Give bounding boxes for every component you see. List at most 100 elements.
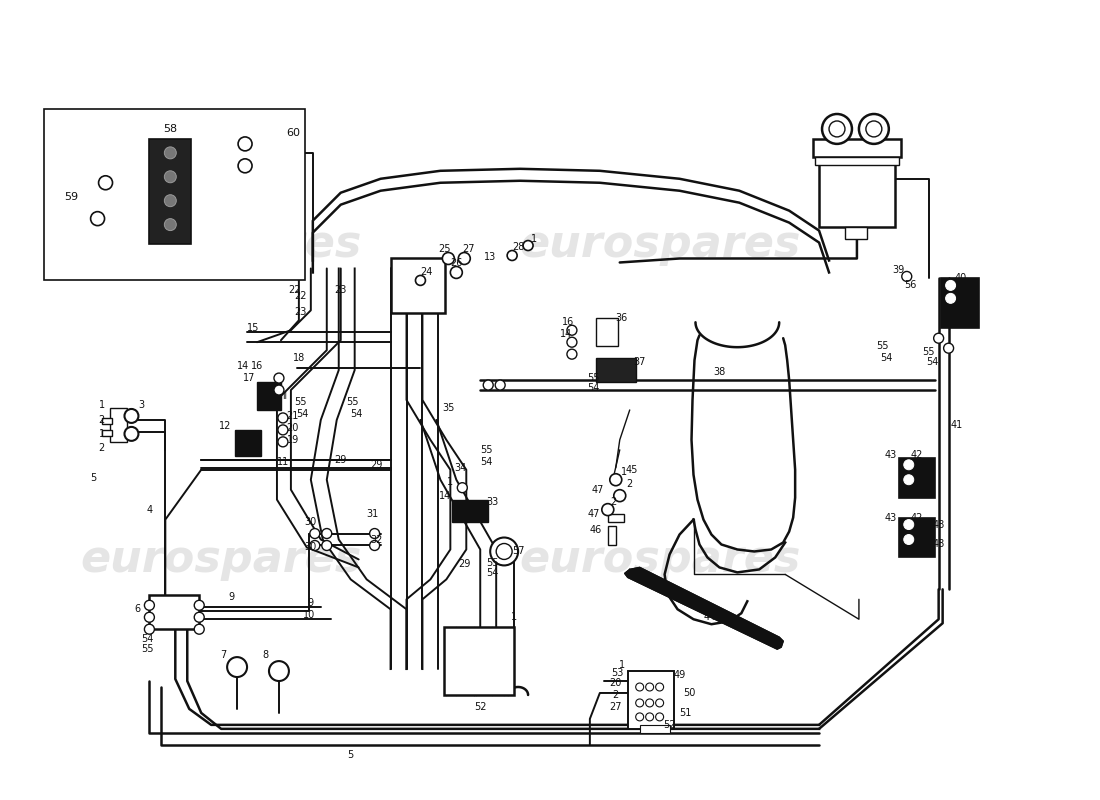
Circle shape bbox=[646, 713, 653, 721]
Text: 30: 30 bbox=[305, 542, 317, 553]
Circle shape bbox=[944, 343, 954, 353]
Text: 5: 5 bbox=[90, 473, 97, 482]
Circle shape bbox=[656, 713, 663, 721]
Text: 40: 40 bbox=[955, 274, 967, 283]
Bar bbox=[640, 725, 670, 733]
Bar bbox=[815, 157, 899, 165]
Text: 1: 1 bbox=[531, 234, 537, 243]
Bar bbox=[596, 318, 618, 346]
Circle shape bbox=[829, 121, 845, 137]
Bar bbox=[628, 671, 673, 729]
Text: 55: 55 bbox=[346, 397, 359, 407]
Circle shape bbox=[483, 380, 493, 390]
Text: 12: 12 bbox=[219, 421, 231, 431]
Circle shape bbox=[491, 538, 518, 566]
Text: 14: 14 bbox=[560, 330, 572, 339]
Text: 55: 55 bbox=[486, 558, 498, 569]
Circle shape bbox=[195, 624, 205, 634]
Text: 1: 1 bbox=[512, 612, 517, 622]
Text: 54: 54 bbox=[351, 409, 363, 419]
Text: 54: 54 bbox=[881, 353, 893, 363]
Text: 43: 43 bbox=[884, 450, 896, 460]
Text: 6: 6 bbox=[134, 604, 141, 614]
Bar bbox=[150, 595, 199, 630]
Text: 22: 22 bbox=[295, 291, 307, 302]
Circle shape bbox=[859, 114, 889, 144]
Text: 7: 7 bbox=[220, 650, 227, 660]
Text: 60: 60 bbox=[286, 128, 300, 138]
Text: 14: 14 bbox=[439, 490, 451, 501]
Text: 43: 43 bbox=[884, 513, 896, 522]
Text: 55: 55 bbox=[877, 341, 889, 351]
Circle shape bbox=[946, 294, 956, 303]
Text: 31: 31 bbox=[366, 509, 378, 518]
Bar bbox=[813, 139, 901, 157]
Text: 54: 54 bbox=[141, 634, 154, 644]
Circle shape bbox=[164, 218, 176, 230]
Text: 46: 46 bbox=[590, 525, 602, 534]
Text: 2: 2 bbox=[613, 690, 619, 700]
Text: 2: 2 bbox=[627, 478, 632, 489]
Bar bbox=[257, 382, 280, 410]
Text: 1: 1 bbox=[618, 660, 625, 670]
Text: 16: 16 bbox=[251, 361, 263, 371]
Text: 28: 28 bbox=[512, 242, 525, 251]
Text: 9: 9 bbox=[308, 598, 314, 608]
Polygon shape bbox=[625, 567, 783, 649]
Text: 37: 37 bbox=[634, 357, 646, 367]
Text: 49: 49 bbox=[673, 670, 685, 680]
Text: 22: 22 bbox=[288, 286, 301, 295]
Circle shape bbox=[934, 334, 944, 343]
Text: 1: 1 bbox=[99, 429, 104, 439]
Bar bbox=[235, 430, 261, 456]
Text: 57: 57 bbox=[512, 546, 525, 557]
Circle shape bbox=[614, 490, 626, 502]
Circle shape bbox=[310, 541, 320, 550]
Text: 54: 54 bbox=[587, 383, 600, 393]
Circle shape bbox=[274, 373, 284, 383]
Text: 47: 47 bbox=[587, 509, 600, 518]
Circle shape bbox=[566, 326, 576, 335]
Text: 21: 21 bbox=[287, 411, 299, 421]
Circle shape bbox=[566, 349, 576, 359]
Bar bbox=[899, 518, 935, 558]
Circle shape bbox=[416, 275, 426, 286]
Text: 34: 34 bbox=[454, 462, 466, 473]
Text: 25: 25 bbox=[438, 243, 451, 254]
Bar bbox=[44, 109, 305, 281]
Text: 54: 54 bbox=[926, 357, 939, 367]
Text: 55: 55 bbox=[295, 397, 307, 407]
Circle shape bbox=[144, 612, 154, 622]
Text: 20: 20 bbox=[287, 423, 299, 433]
Circle shape bbox=[507, 250, 517, 261]
Text: 44: 44 bbox=[703, 612, 716, 622]
Text: 54: 54 bbox=[486, 568, 498, 578]
Text: eurospares: eurospares bbox=[519, 223, 801, 266]
Text: 29: 29 bbox=[371, 460, 383, 470]
Circle shape bbox=[646, 683, 653, 691]
Circle shape bbox=[904, 519, 914, 530]
Circle shape bbox=[904, 534, 914, 545]
Circle shape bbox=[278, 425, 288, 435]
Bar bbox=[110, 408, 128, 442]
Text: 2: 2 bbox=[98, 415, 104, 425]
Text: 2: 2 bbox=[610, 497, 617, 506]
Circle shape bbox=[496, 543, 513, 559]
Text: 16: 16 bbox=[562, 318, 574, 327]
Circle shape bbox=[144, 624, 154, 634]
Circle shape bbox=[822, 114, 851, 144]
Text: 50: 50 bbox=[683, 688, 695, 698]
Text: 30: 30 bbox=[305, 517, 317, 526]
Circle shape bbox=[656, 699, 663, 707]
Text: 4: 4 bbox=[146, 505, 153, 514]
Text: eurospares: eurospares bbox=[80, 538, 362, 581]
Circle shape bbox=[278, 413, 288, 423]
Circle shape bbox=[609, 474, 622, 486]
Bar bbox=[845, 226, 867, 238]
Text: 26: 26 bbox=[450, 258, 462, 269]
Bar bbox=[452, 500, 488, 522]
Text: 39: 39 bbox=[893, 266, 905, 275]
Circle shape bbox=[566, 338, 576, 347]
Text: 56: 56 bbox=[904, 280, 917, 290]
Circle shape bbox=[656, 683, 663, 691]
